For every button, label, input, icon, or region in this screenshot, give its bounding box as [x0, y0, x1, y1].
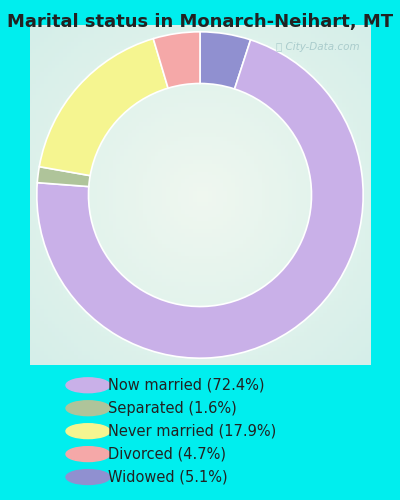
Wedge shape	[200, 32, 250, 89]
Text: Marital status in Monarch-Neihart, MT: Marital status in Monarch-Neihart, MT	[7, 14, 393, 32]
Circle shape	[66, 470, 110, 484]
Text: ⓘ City-Data.com: ⓘ City-Data.com	[276, 42, 360, 52]
Wedge shape	[39, 38, 168, 175]
Wedge shape	[37, 40, 363, 358]
Text: Separated (1.6%): Separated (1.6%)	[108, 400, 237, 415]
Circle shape	[66, 446, 110, 462]
Circle shape	[66, 424, 110, 438]
Circle shape	[66, 378, 110, 392]
Circle shape	[66, 401, 110, 415]
Text: Widowed (5.1%): Widowed (5.1%)	[108, 470, 228, 484]
Text: Now married (72.4%): Now married (72.4%)	[108, 378, 264, 393]
Wedge shape	[153, 32, 200, 88]
Text: Divorced (4.7%): Divorced (4.7%)	[108, 446, 226, 462]
Wedge shape	[37, 166, 90, 186]
Text: Never married (17.9%): Never married (17.9%)	[108, 424, 276, 438]
